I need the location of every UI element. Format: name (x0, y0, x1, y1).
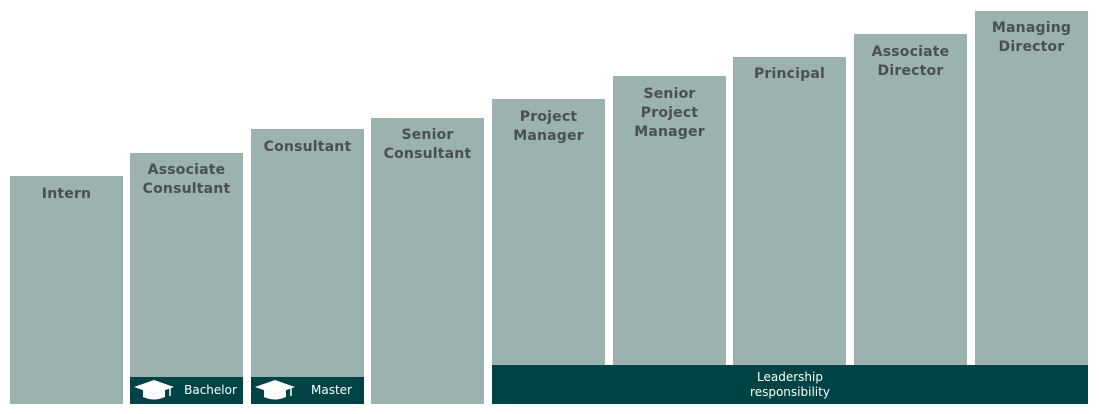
position-label: Associate Director (871, 44, 950, 79)
bachelor-label: Bachelor (184, 383, 237, 397)
graduation-cap-icon (255, 380, 295, 400)
position-label: Associate Consultant (142, 162, 231, 197)
position-senior-project-manager: Senior Project Manager (613, 76, 726, 365)
education-badge-master: Master (251, 377, 364, 404)
position-label: Intern (41, 186, 92, 202)
position-label: Managing Director (991, 20, 1072, 55)
position-label: Senior Project Manager (634, 86, 705, 140)
position-label: Project Manager (513, 109, 584, 144)
graduation-cap-icon (134, 380, 174, 400)
education-badge-bachelor: Bachelor (130, 377, 243, 404)
position-intern: Intern (10, 176, 123, 404)
position-label: Senior Consultant (383, 127, 472, 162)
master-label: Master (311, 383, 352, 397)
position-consultant: Consultant Master (251, 129, 364, 404)
leadership-responsibility-band: Leadership responsibility (492, 365, 1088, 404)
position-senior-consultant: Senior Consultant (371, 118, 484, 404)
position-project-manager: Project Manager (492, 99, 605, 365)
position-associate-consultant: Associate Consultant Bachelor (130, 153, 243, 404)
leadership-label: Leadership responsibility (750, 370, 830, 399)
position-associate-director: Associate Director (854, 34, 967, 365)
position-principal: Principal (733, 57, 846, 365)
position-label: Principal (753, 66, 826, 82)
position-managing-director: Managing Director (975, 11, 1088, 365)
position-label: Consultant (263, 139, 352, 155)
